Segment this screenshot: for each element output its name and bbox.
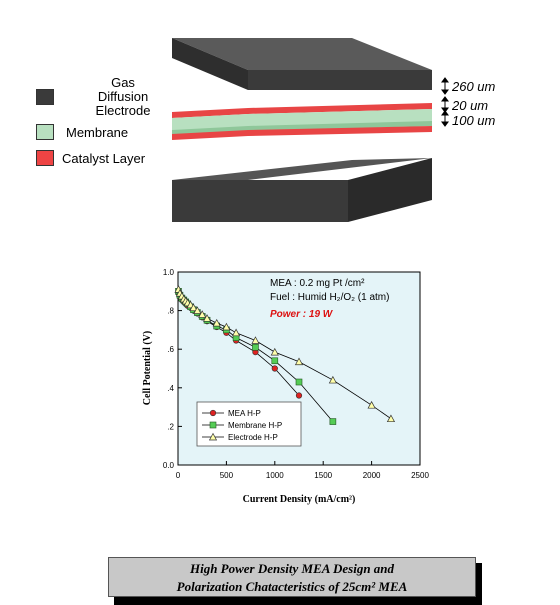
catalyst-swatch xyxy=(36,150,54,166)
caption-line-1: High Power Density MEA Design and xyxy=(189,561,395,576)
x-tick-label: 0 xyxy=(176,471,181,480)
y-tick-label: .6 xyxy=(167,345,174,354)
data-point xyxy=(295,378,303,386)
data-point xyxy=(222,322,231,331)
data-point xyxy=(271,357,279,365)
legend-marker xyxy=(209,421,217,429)
catalyst-label: Catalyst Layer xyxy=(62,150,146,166)
data-point xyxy=(251,336,260,344)
legend-item-catalyst: Catalyst Layer xyxy=(36,150,145,166)
data-point xyxy=(367,400,376,409)
polarization-chart: 0 500 1000 1500 2000 2500 0.0 .2 .4 .6 .8 1.0 MEA :… xyxy=(142,268,429,505)
caption-line-2: Polarization Chatacteristics of 25cm² ME… xyxy=(176,579,408,594)
legend-marker xyxy=(209,409,217,417)
caption-panel: High Power Density MEA Design and Polari… xyxy=(108,557,476,597)
gde-thickness-label: 260 um xyxy=(452,79,496,94)
data-point xyxy=(231,328,241,337)
x-tick-label: 2000 xyxy=(363,471,381,480)
data-point xyxy=(252,343,259,351)
gde-swatch xyxy=(36,89,54,105)
data-point xyxy=(271,365,278,372)
y-axis-title: Cell Potential (V) xyxy=(142,331,153,405)
data-point xyxy=(295,392,303,399)
chart-annotation-2: Fuel : Humid H₂/O₂ (1 atm) xyxy=(270,292,389,303)
catalyst-thickness-label: 20 um xyxy=(452,98,489,113)
mea-layer-diagram xyxy=(172,38,449,222)
top-gde-side-face xyxy=(248,70,432,90)
x-tick-label: 500 xyxy=(220,471,234,480)
legend-label: Electrode H-P xyxy=(228,433,278,442)
data-point xyxy=(270,347,279,356)
y-tick-label: 1.0 xyxy=(163,268,175,277)
y-tick-label: .8 xyxy=(167,307,174,316)
legend-marker xyxy=(208,432,218,441)
membrane-swatch xyxy=(36,124,54,140)
gde-label: Gas Diffusion Electrode xyxy=(95,75,151,118)
membrane-thickness-label: 100 um xyxy=(452,113,496,128)
y-tick-label: 0.0 xyxy=(163,461,175,470)
power-highlight: Power : 19 W xyxy=(270,309,334,320)
upper-catalyst-layer xyxy=(172,103,432,118)
bottom-gde-side-face xyxy=(348,158,432,222)
x-axis-title: Current Density (mA/cm²) xyxy=(243,494,356,505)
x-tick-label: 1500 xyxy=(314,471,332,480)
caption-box: High Power Density MEA Design and Polari… xyxy=(108,557,484,605)
membrane-label: Membrane xyxy=(66,124,129,140)
data-point xyxy=(202,314,212,322)
data-point xyxy=(329,418,337,425)
x-tick-label: 1000 xyxy=(266,471,284,480)
data-point xyxy=(189,303,198,312)
dimension-arrows xyxy=(441,77,449,127)
data-point xyxy=(198,310,207,318)
data-point xyxy=(386,414,396,423)
x-tick-label: 2500 xyxy=(411,471,429,480)
y-tick-label: .2 xyxy=(167,422,174,431)
lower-catalyst-layer xyxy=(172,126,432,140)
legend-item-membrane: Membrane xyxy=(36,124,128,140)
bottom-gde-front-face xyxy=(172,180,348,222)
legend-item-gde: Gas Diffusion Electrode xyxy=(36,76,158,118)
legend-label: Membrane H-P xyxy=(228,421,282,430)
data-point xyxy=(212,318,221,327)
bottom-gde-top-face xyxy=(172,158,432,180)
chart-annotation-1: MEA : 0.2 mg Pt /cm² xyxy=(270,278,365,289)
data-point xyxy=(294,357,304,366)
data-point xyxy=(328,375,337,384)
y-tick-label: .4 xyxy=(167,384,174,393)
top-gde-top-face xyxy=(172,38,432,70)
data-point xyxy=(193,306,202,314)
series-triangle xyxy=(174,285,396,423)
legend-label: MEA H-P xyxy=(228,409,261,418)
top-gde-front-face xyxy=(172,38,248,90)
